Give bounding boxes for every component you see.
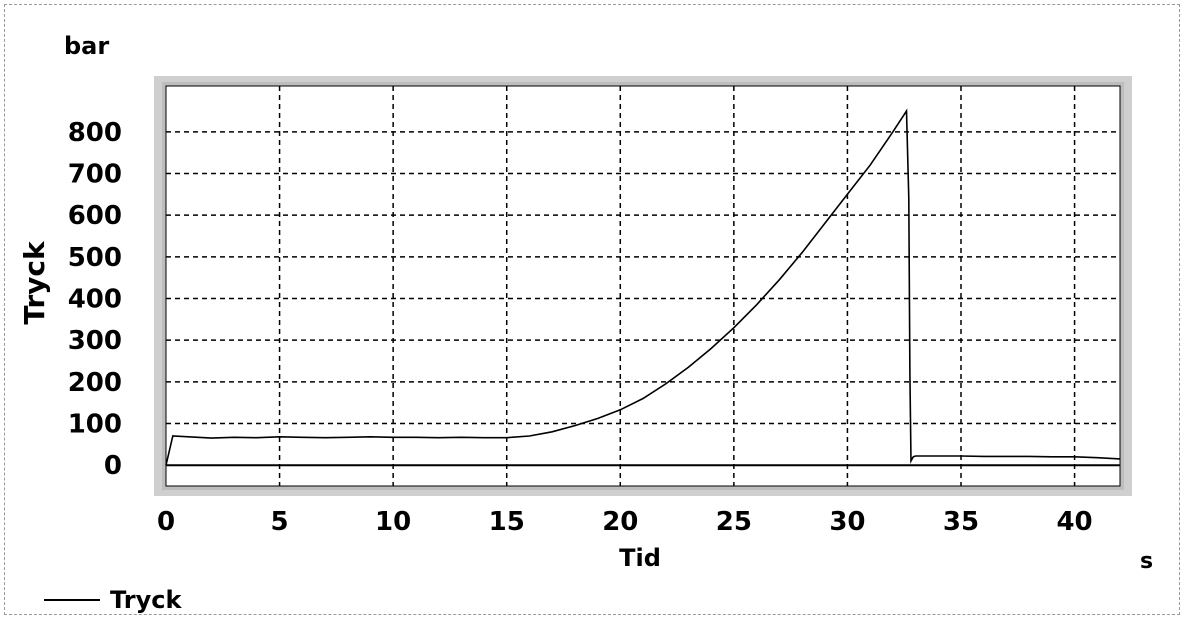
y-tick-labels: 0 100 200 300 400 500 600 700 800 [68,118,122,481]
x-tick-label: 25 [716,507,752,537]
grid-lines [166,86,1120,486]
x-tick-label: 0 [157,507,175,537]
y-axis-label: Tryck [18,240,51,325]
x-tick-label: 15 [489,507,525,537]
y-tick-label: 800 [68,118,122,148]
x-tick-label: 35 [943,507,979,537]
x-tick-label: 20 [602,507,638,537]
series-layer [165,108,1121,467]
y-tick-label: 600 [68,201,122,231]
x-tick-label: 5 [271,507,289,537]
y-tick-label: 100 [68,410,122,440]
y-tick-label: 500 [68,243,122,273]
x-tick-label: 40 [1056,507,1092,537]
x-tick-label: 10 [375,507,411,537]
chart-frame [4,4,1180,615]
x-unit-label: s [1140,549,1153,574]
y-tick-label: 300 [68,326,122,356]
plot-area [165,85,1121,487]
y-tick-label: 700 [68,160,122,190]
y-tick-label: 400 [68,285,122,315]
legend: Tryck [44,586,182,614]
x-tick-labels: 0 5 10 15 20 25 30 35 40 [157,507,1093,537]
y-tick-label: 200 [68,368,122,398]
x-axis-label: Tid [619,544,661,572]
legend-label-tryck: Tryck [110,586,182,614]
series-line-tryck [165,108,1121,466]
y-tick-label: 0 [104,451,122,481]
y-unit-label: bar [64,32,109,60]
x-tick-label: 30 [829,507,865,537]
